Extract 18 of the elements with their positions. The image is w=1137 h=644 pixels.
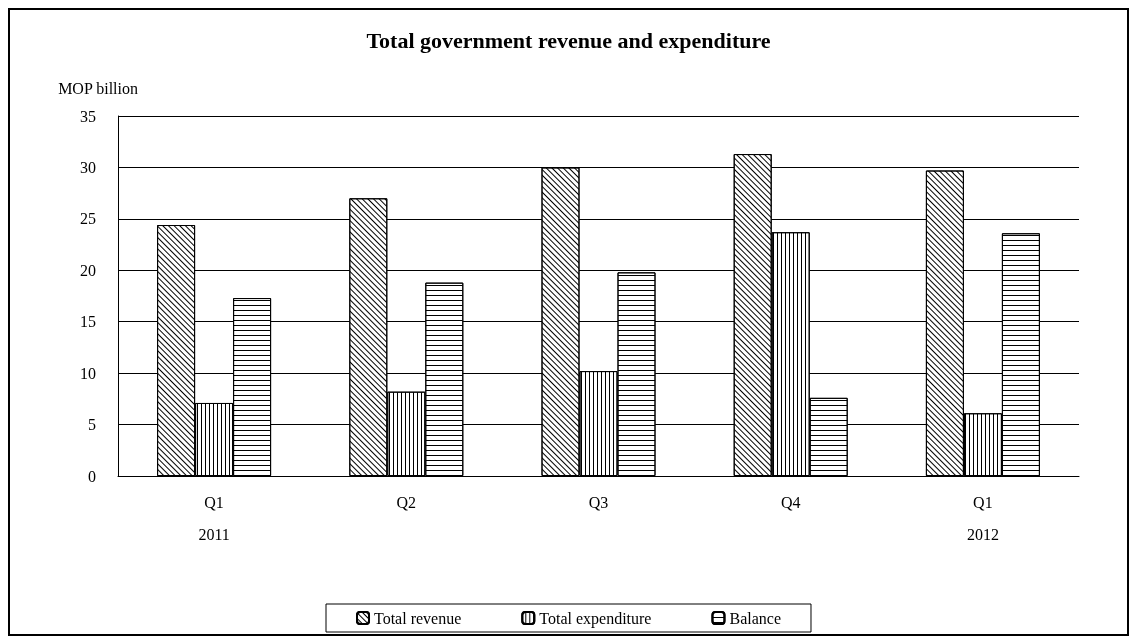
y-tick-label: 25 <box>80 210 96 228</box>
y-axis-title: MOP billion <box>58 79 138 97</box>
x-tick-label: Q4 <box>780 493 801 511</box>
y-tick-label: 30 <box>80 158 96 176</box>
y-tick-label: 5 <box>88 416 96 434</box>
y-tick-label: 15 <box>80 313 96 331</box>
legend-label: Total expenditure <box>539 609 652 628</box>
y-tick-label: 10 <box>80 364 96 382</box>
legend-label: Balance <box>729 609 781 627</box>
x-tick-label: Q1 2011 <box>198 493 230 543</box>
legend-label: Total revenue <box>374 609 462 627</box>
chart-title: Total government revenue and expenditure <box>366 27 771 53</box>
x-tick-label: Q3 <box>588 493 609 511</box>
y-tick-label: 35 <box>80 107 96 125</box>
y-tick-label: 20 <box>80 261 96 279</box>
x-tick-label: Q1 2012 <box>966 493 999 543</box>
x-tick-label: Q2 <box>396 493 417 511</box>
y-tick-label: 0 <box>88 467 96 485</box>
